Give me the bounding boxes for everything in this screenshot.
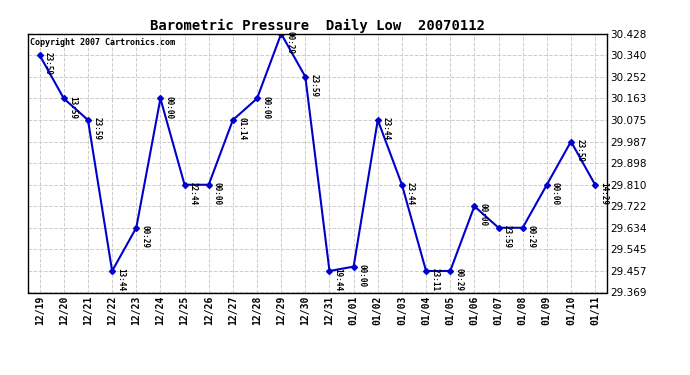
- Text: 23:59: 23:59: [44, 53, 53, 76]
- Text: 00:29: 00:29: [527, 225, 536, 248]
- Title: Barometric Pressure  Daily Low  20070112: Barometric Pressure Daily Low 20070112: [150, 18, 485, 33]
- Text: 00:00: 00:00: [213, 182, 222, 205]
- Text: 00:00: 00:00: [358, 264, 367, 287]
- Text: 23:59: 23:59: [575, 139, 584, 162]
- Text: 14:29: 14:29: [600, 182, 609, 205]
- Text: 01:14: 01:14: [237, 117, 246, 140]
- Text: 00:00: 00:00: [165, 96, 174, 119]
- Text: 19:44: 19:44: [334, 268, 343, 291]
- Text: 23:44: 23:44: [406, 182, 415, 205]
- Text: 00:00: 00:00: [262, 96, 270, 119]
- Text: 23:59: 23:59: [92, 117, 101, 140]
- Text: 23:59: 23:59: [503, 225, 512, 248]
- Text: Copyright 2007 Cartronics.com: Copyright 2007 Cartronics.com: [30, 38, 175, 46]
- Text: 00:29: 00:29: [141, 225, 150, 248]
- Text: 00:00: 00:00: [551, 182, 560, 205]
- Text: 23:59: 23:59: [310, 74, 319, 97]
- Text: 00:00: 00:00: [479, 204, 488, 226]
- Text: 23:11: 23:11: [431, 268, 440, 291]
- Text: 23:44: 23:44: [382, 117, 391, 140]
- Text: 13:59: 13:59: [68, 96, 77, 119]
- Text: 00:29: 00:29: [286, 31, 295, 54]
- Text: 22:44: 22:44: [189, 182, 198, 205]
- Text: 00:29: 00:29: [455, 268, 464, 291]
- Text: 13:44: 13:44: [117, 268, 126, 291]
